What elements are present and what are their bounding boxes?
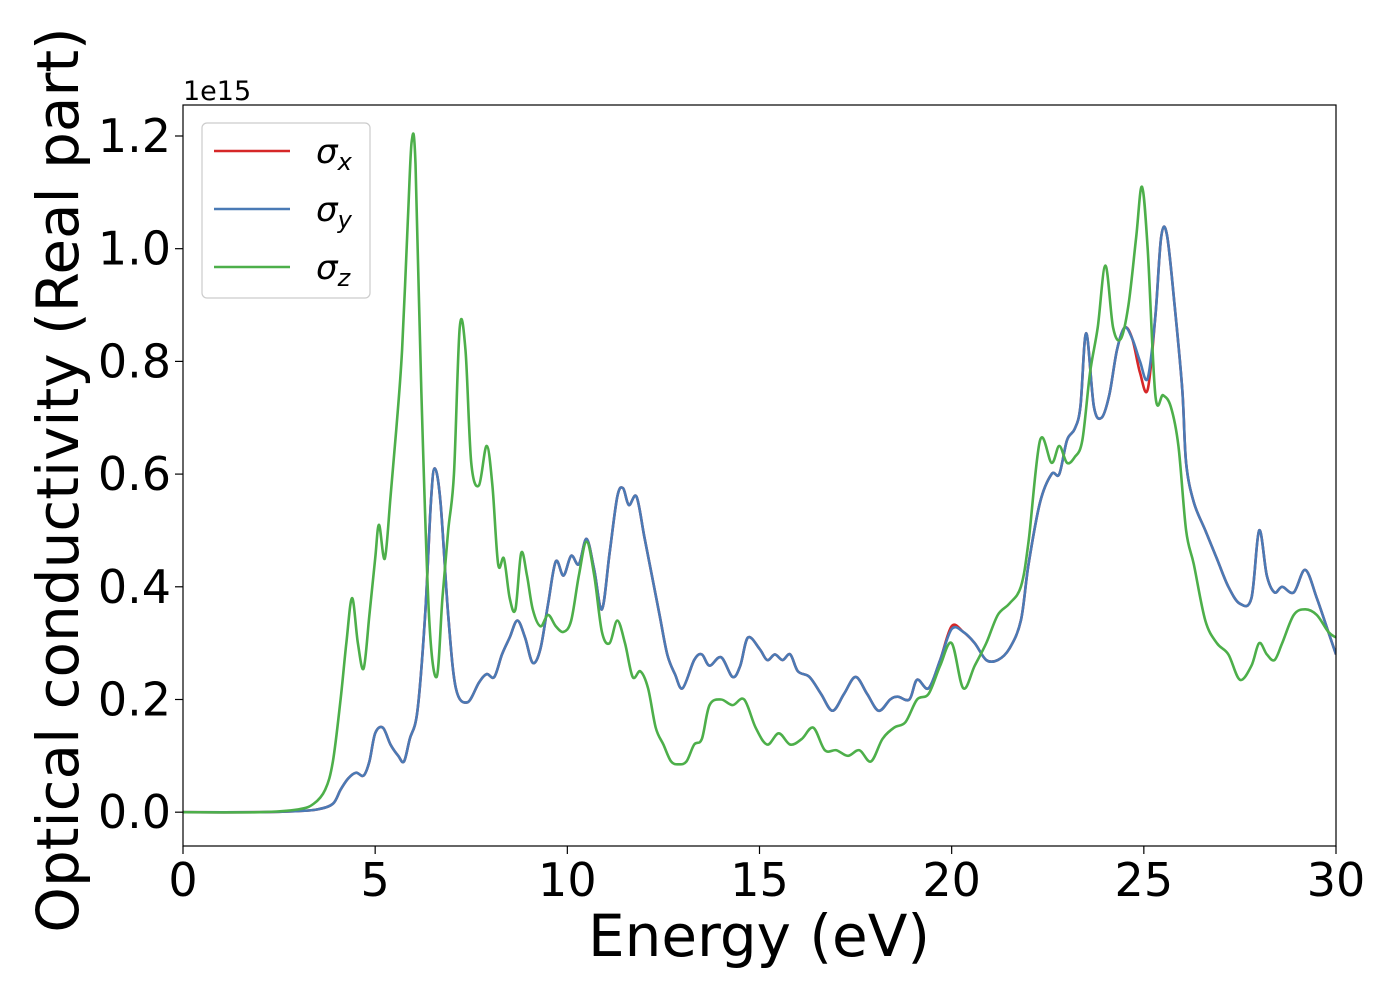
y-tick-label: 0.2 (98, 672, 171, 726)
legend: σx σy σz (201, 122, 371, 299)
y-axis: 0.0 0.2 0.4 0.6 0.8 1.0 1.2 (98, 109, 183, 839)
y-tick-label: 1.2 (98, 109, 171, 163)
y-offset-label: 1e15 (183, 76, 251, 107)
legend-label-x: σx (316, 132, 353, 176)
x-tick-label: 25 (1115, 853, 1174, 907)
y-tick-label: 0.4 (98, 560, 171, 614)
x-tick-label: 30 (1307, 853, 1366, 907)
legend-box (201, 122, 371, 299)
y-tick-label: 0.6 (98, 447, 171, 501)
x-tick-label: 5 (361, 853, 390, 907)
x-tick-label: 15 (730, 853, 789, 907)
series-lines (183, 132, 1336, 814)
legend-label-y: σy (316, 190, 353, 234)
y-axis-title: Optical conductivity (Real part) (24, 27, 92, 932)
x-tick-label: 0 (168, 853, 197, 907)
y-tick-label: 0.0 (98, 785, 171, 839)
legend-label-z: σz (316, 248, 352, 292)
x-axis-title: Energy (eV) (588, 902, 930, 970)
y-tick-label: 0.8 (98, 334, 171, 388)
series-line-y (183, 225, 1336, 814)
y-tick-label: 1.0 (98, 222, 171, 276)
x-tick-label: 20 (922, 853, 981, 907)
x-axis: 0 5 10 15 20 25 30 (168, 846, 1365, 907)
x-tick-label: 10 (538, 853, 597, 907)
series-line-z (183, 132, 1336, 814)
